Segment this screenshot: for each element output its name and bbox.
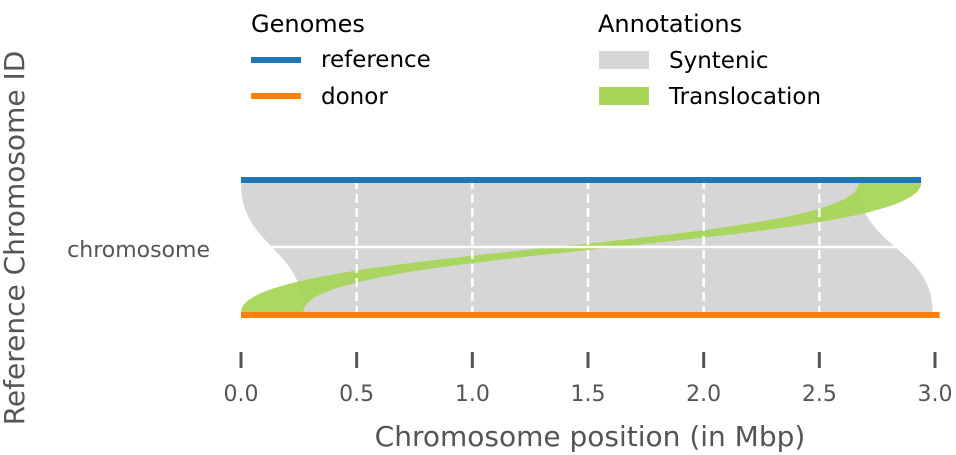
x-tick-label: 1.5 xyxy=(571,382,606,407)
x-tick-label: 3.0 xyxy=(918,382,953,407)
x-tick-label: 0.5 xyxy=(339,382,374,407)
legend-label-reference: reference xyxy=(321,47,431,73)
x-tick-label: 2.5 xyxy=(802,382,837,407)
y-tick-label: chromosome xyxy=(67,238,210,263)
genome-bars xyxy=(241,177,940,318)
annotations-legend: Annotations Syntenic Translocation xyxy=(598,10,821,110)
legend-swatch-translocation xyxy=(599,87,649,105)
legend-swatch-reference xyxy=(251,57,301,63)
legend-label-donor: donor xyxy=(321,84,388,110)
legend-swatch-donor xyxy=(251,93,301,99)
genomes-legend: Genomes reference donor xyxy=(251,10,431,110)
grid-lines xyxy=(241,180,937,315)
y-axis-title: Reference Chromosome ID xyxy=(0,51,31,426)
annotations-legend-title: Annotations xyxy=(598,10,742,38)
genomes-legend-title: Genomes xyxy=(251,10,365,38)
legend-label-syntenic: Syntenic xyxy=(669,48,769,74)
x-tick-label: 2.0 xyxy=(686,382,721,407)
x-tick-label: 1.0 xyxy=(455,382,490,407)
legend-swatch-syntenic xyxy=(599,51,649,69)
x-tick-label: 0.0 xyxy=(224,382,259,407)
x-axis: 0.0 0.5 1.0 1.5 2.0 2.5 3.0 xyxy=(224,352,953,407)
x-axis-title: Chromosome position (in Mbp) xyxy=(375,420,806,453)
legend-label-translocation: Translocation xyxy=(668,84,821,110)
